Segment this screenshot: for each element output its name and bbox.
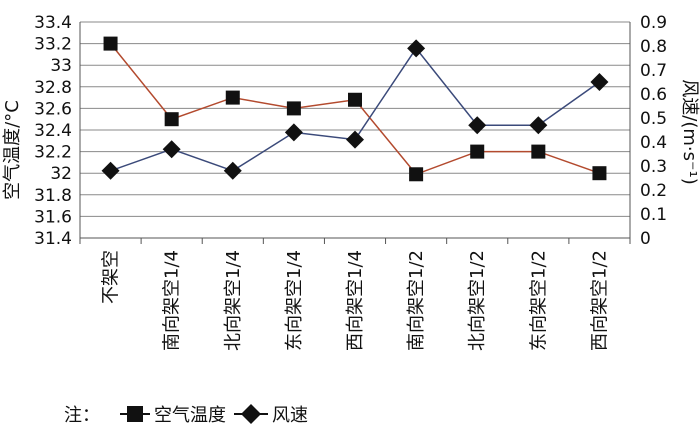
right-tick-label: 0.5 xyxy=(640,109,667,129)
right-axis-title: 风速/(m·s⁻¹) xyxy=(679,79,700,184)
temperature-point xyxy=(409,167,424,182)
windspeed-point xyxy=(223,161,242,180)
category-labels: 不架空 南向架空1/4 北向架空1/4 东向架空1/4 西向架空1/4 南向架空1/2 北向… xyxy=(101,250,611,351)
left-tick-label: 32.6 xyxy=(34,99,72,119)
series-line xyxy=(109,43,600,176)
category-label: 北向架空1/4 xyxy=(223,250,244,351)
temperature-point xyxy=(531,144,546,159)
windspeed-point xyxy=(162,140,181,159)
legend-diamond-marker xyxy=(241,404,261,424)
legend: 注： 空气温度 风速 xyxy=(64,404,308,426)
left-axis-title: 空气温度/°C xyxy=(2,100,23,200)
right-tick-label: 0.6 xyxy=(640,85,667,105)
left-tick-label: 31.4 xyxy=(34,229,72,249)
right-tick-label: 0.1 xyxy=(640,205,667,225)
temperature-point xyxy=(286,101,301,116)
temperature-point xyxy=(103,36,118,51)
left-tick-label: 32.2 xyxy=(34,143,72,163)
category-label: 南向架空1/4 xyxy=(162,250,183,351)
series-line xyxy=(110,47,600,172)
right-tick-label: 0.3 xyxy=(640,157,667,177)
temperature-point xyxy=(470,144,485,159)
temperature-point xyxy=(592,166,607,181)
left-tick-label: 31.8 xyxy=(34,186,72,206)
windspeed-point xyxy=(346,130,364,149)
category-label: 南向架空1/2 xyxy=(406,250,427,351)
legend-prefix: 注： xyxy=(64,405,100,426)
windspeed-point xyxy=(284,123,303,142)
left-tick-label: 33 xyxy=(50,56,72,76)
category-label: 北向架空1/2 xyxy=(467,250,488,351)
windspeed-point xyxy=(529,116,548,135)
right-tick-label: 0.7 xyxy=(640,61,667,81)
legend-square-marker xyxy=(127,406,143,422)
temperature-point xyxy=(348,92,362,107)
left-tick-label: 32.8 xyxy=(34,78,72,98)
legend-label-temperature: 空气温度 xyxy=(154,405,226,426)
right-tick-label: 0.4 xyxy=(640,133,667,153)
windspeed-point xyxy=(407,39,426,58)
windspeed-point xyxy=(590,73,609,91)
series-lines xyxy=(109,43,600,176)
category-label: 东向架空1/2 xyxy=(528,250,549,351)
category-label: 东向架空1/4 xyxy=(284,250,305,351)
right-tick-label: 0.8 xyxy=(640,37,667,57)
right-tick-label: 0.2 xyxy=(640,181,667,201)
left-tick-label: 31.6 xyxy=(34,207,72,227)
right-axis-ticks: 0.9 0.8 0.7 0.6 0.5 0.4 0.3 0.2 0.1 0 xyxy=(640,13,667,249)
windspeed-point xyxy=(101,161,120,180)
legend-label-windspeed: 风速 xyxy=(272,405,308,426)
windspeed-point xyxy=(468,116,487,135)
left-tick-label: 33.2 xyxy=(34,35,72,55)
axes xyxy=(79,22,631,244)
category-label: 西向架空1/4 xyxy=(345,250,366,351)
temperature-point xyxy=(164,112,179,127)
left-tick-label: 32 xyxy=(50,164,72,184)
left-tick-label: 32.4 xyxy=(34,121,72,141)
category-label: 西向架空1/2 xyxy=(589,250,610,351)
left-tick-label: 33.4 xyxy=(34,13,72,33)
series-markers xyxy=(101,36,609,182)
category-label: 不架空 xyxy=(101,250,122,304)
temperature-point xyxy=(225,90,240,105)
right-tick-label: 0 xyxy=(640,229,651,249)
right-tick-label: 0.9 xyxy=(640,13,667,33)
